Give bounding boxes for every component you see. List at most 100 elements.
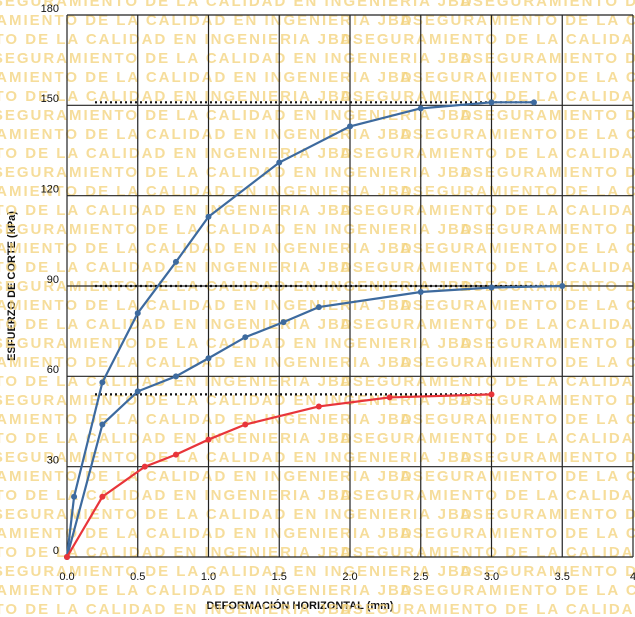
watermark-text: ASEGURAMIENTO DE LA CALIDAD EN INGENIERI…	[460, 563, 635, 580]
watermark-text: ASEGURAMIENTO DE LA CALIDAD EN INGENIERI…	[0, 430, 354, 447]
watermark-text: ASEGURAMIENTO DE LA CALIDAD EN INGENIERI…	[460, 107, 635, 124]
point	[280, 319, 287, 326]
watermark-text: ASEGURAMIENTO DE LA CALIDAD EN INGENIERI…	[0, 449, 474, 466]
x-tick-label: 2.5	[413, 571, 428, 583]
y-tick-label: 0	[53, 545, 59, 557]
watermark-text: ASEGURAMIENTO DE LA CALIDAD EN INGENIERI…	[460, 392, 635, 409]
point	[488, 99, 495, 106]
watermark-text: ASEGURAMIENTO DE LA CALIDAD EN INGENIERI…	[0, 563, 474, 580]
watermark-text: ASEGURAMIENTO DE LA CALIDAD EN INGENIERI…	[340, 31, 635, 48]
watermark-text: ASEGURAMIENTO DE LA CALIDAD EN INGENIERI…	[460, 50, 635, 67]
point	[417, 105, 424, 112]
watermark-text: ASEGURAMIENTO DE LA CALIDAD EN INGENIERI…	[400, 582, 635, 599]
watermark-text: ASEGURAMIENTO DE LA CALIDAD EN INGENIERI…	[400, 354, 635, 371]
x-tick-label: 1.0	[201, 571, 216, 583]
y-tick-label: 180	[41, 3, 59, 15]
x-tick-label: 0.5	[130, 571, 145, 583]
watermark-text: ASEGURAMIENTO DE LA CALIDAD EN INGENIERI…	[0, 297, 414, 314]
point	[99, 379, 106, 386]
point	[71, 493, 78, 500]
watermark-text: ASEGURAMIENTO DE LA CALIDAD EN INGENIERI…	[0, 202, 354, 219]
watermark-text: ASEGURAMIENTO DE LA CALIDAD EN INGENIERI…	[0, 107, 474, 124]
y-tick-label: 150	[41, 93, 59, 105]
point	[172, 373, 179, 380]
point	[205, 355, 212, 362]
point	[134, 310, 141, 317]
watermark-text: ASEGURAMIENTO DE LA CALIDAD EN INGENIERI…	[0, 221, 474, 238]
watermark-text: ASEGURAMIENTO DE LA CALIDAD EN INGENIERI…	[340, 544, 635, 561]
watermark-text: ASEGURAMIENTO DE LA CALIDAD EN INGENIERI…	[0, 12, 414, 29]
watermark-text: ASEGURAMIENTO DE LA CALIDAD EN INGENIERI…	[340, 202, 635, 219]
x-tick-label: 3.5	[555, 571, 570, 583]
watermark-text: ASEGURAMIENTO DE LA CALIDAD EN INGENIERI…	[460, 449, 635, 466]
point	[386, 394, 393, 401]
watermark-text: ASEGURAMIENTO DE LA CALIDAD EN INGENIERI…	[0, 183, 414, 200]
point	[172, 451, 179, 458]
watermark-text: ASEGURAMIENTO DE LA CALIDAD EN INGENIERI…	[460, 221, 635, 238]
x-tick-label: 2.0	[342, 571, 357, 583]
watermark-text: ASEGURAMIENTO DE LA CALIDAD EN INGENIERI…	[400, 240, 635, 257]
point	[141, 463, 148, 470]
point	[488, 391, 495, 398]
watermark-text: ASEGURAMIENTO DE LA CALIDAD EN INGENIERI…	[400, 69, 635, 86]
point	[242, 421, 249, 428]
watermark-text: ASEGURAMIENTO DE LA CALIDAD EN INGENIERI…	[460, 506, 635, 523]
watermark-text: ASEGURAMIENTO DE LA CALIDAD EN INGENIERI…	[0, 69, 414, 86]
watermark-text: ASEGURAMIENTO DE LA CALIDAD EN INGENIERI…	[0, 316, 354, 333]
point	[488, 284, 495, 291]
watermark-text: ASEGURAMIENTO DE LA CALIDAD EN INGENIERI…	[0, 164, 474, 181]
point	[315, 403, 322, 410]
point	[417, 289, 424, 296]
point	[530, 99, 537, 106]
point	[99, 421, 106, 428]
watermark-text: ASEGURAMIENTO DE LA CALIDAD EN INGENIERI…	[340, 316, 635, 333]
watermark-text: ASEGURAMIENTO DE LA CALIDAD EN INGENIERI…	[400, 297, 635, 314]
y-tick-label: 90	[47, 274, 59, 286]
watermark-text: ASEGURAMIENTO DE LA CALIDAD EN INGENIERI…	[340, 430, 635, 447]
point	[242, 334, 249, 341]
point	[64, 554, 70, 560]
watermark-text: ASEGURAMIENTO DE LA CALIDAD EN INGENIERI…	[0, 468, 414, 485]
watermark-text: ASEGURAMIENTO DE LA CALIDAD EN INGENIERI…	[340, 487, 635, 504]
watermark-text: ASEGURAMIENTO DE LA CALIDAD EN INGENIERI…	[460, 0, 635, 10]
watermark-text: ASEGURAMIENTO DE LA CALIDAD EN INGENIERI…	[340, 88, 635, 105]
x-tick-label: 4	[630, 571, 635, 583]
watermark-text: ASEGURAMIENTO DE LA CALIDAD EN INGENIERI…	[400, 12, 635, 29]
point	[134, 388, 141, 395]
point	[315, 304, 322, 311]
x-tick-label: 0.0	[59, 571, 74, 583]
x-tick-label: 3.0	[484, 571, 499, 583]
watermark-text: ASEGURAMIENTO DE LA CALIDAD EN INGENIERI…	[0, 88, 354, 105]
watermark-text: ASEGURAMIENTO DE LA CALIDAD EN INGENIERI…	[0, 50, 474, 67]
watermark-text: ASEGURAMIENTO DE LA CALIDAD EN INGENIERI…	[0, 582, 414, 599]
watermark-text: ASEGURAMIENTO DE LA CALIDAD EN INGENIERI…	[0, 145, 354, 162]
watermark-text: ASEGURAMIENTO DE LA CALIDAD EN INGENIERI…	[0, 373, 354, 390]
y-tick-label: 120	[41, 184, 59, 196]
watermark-text: ASEGURAMIENTO DE LA CALIDAD EN INGENIERI…	[0, 487, 354, 504]
point	[205, 213, 212, 220]
watermark-text: ASEGURAMIENTO DE LA CALIDAD EN INGENIERI…	[460, 164, 635, 181]
x-tick-label: 1.5	[272, 571, 287, 583]
watermark-text: ASEGURAMIENTO DE LA CALIDAD EN INGENIERI…	[0, 126, 414, 143]
y-axis-label: ESFUERZO DE CORTE (kPa)	[6, 211, 18, 361]
y-tick-label: 30	[47, 455, 59, 467]
watermark-text: ASEGURAMIENTO DE LA CALIDAD EN INGENIERI…	[400, 411, 635, 428]
point	[172, 258, 179, 265]
y-tick-label: 60	[47, 364, 59, 376]
watermark-text: ASEGURAMIENTO DE LA CALIDAD EN INGENIERI…	[0, 0, 474, 10]
watermark-text: ASEGURAMIENTO DE LA CALIDAD EN INGENIERI…	[0, 601, 354, 617]
watermark-text: ASEGURAMIENTO DE LA CALIDAD EN INGENIERI…	[400, 525, 635, 542]
watermark-text: ASEGURAMIENTO DE LA CALIDAD EN INGENIERI…	[0, 240, 414, 257]
watermark-text: ASEGURAMIENTO DE LA CALIDAD EN INGENIERI…	[340, 601, 635, 617]
watermark-text: ASEGURAMIENTO DE LA CALIDAD EN INGENIERI…	[460, 335, 635, 352]
watermark-text: ASEGURAMIENTO DE LA CALIDAD EN INGENIERI…	[340, 259, 635, 276]
watermark-text: ASEGURAMIENTO DE LA CALIDAD EN INGENIERI…	[0, 354, 414, 371]
point	[99, 493, 106, 500]
watermark-text: ASEGURAMIENTO DE LA CALIDAD EN INGENIERI…	[0, 525, 414, 542]
watermark-text: ASEGURAMIENTO DE LA CALIDAD EN INGENIERI…	[400, 468, 635, 485]
point	[205, 436, 212, 443]
point	[347, 123, 353, 130]
watermark-text: ASEGURAMIENTO DE LA CALIDAD EN INGENIERI…	[0, 31, 354, 48]
watermark-text: ASEGURAMIENTO DE LA CALIDAD EN INGENIERI…	[0, 411, 414, 428]
